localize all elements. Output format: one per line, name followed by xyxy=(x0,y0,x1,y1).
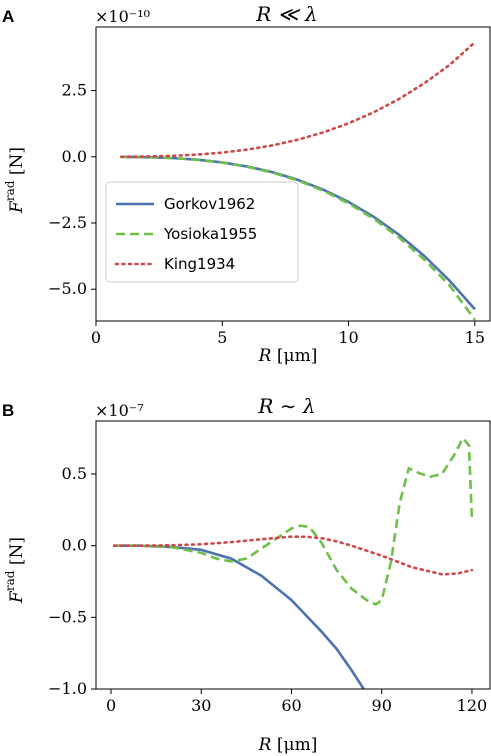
panel-b-label: B xyxy=(2,401,14,420)
panel-b-x-tick-label: 90 xyxy=(372,696,392,715)
panel-a-x-tick-label: 15 xyxy=(465,328,485,347)
panel-b-plot-area: 0 30 60 90 120 −1.0 −0.5 0.0 0.5 xyxy=(48,420,491,715)
panel-a-legend: Gorkov1962 Yosioka1955 King1934 xyxy=(105,181,299,283)
panel-a-label: A xyxy=(2,7,14,26)
panel-b-axes-frame xyxy=(95,420,491,690)
panel-a-y-tick-label: −2.5 xyxy=(48,213,87,232)
panel-b-series-king1934 xyxy=(112,535,474,576)
panel-a: A ×10⁻¹⁰ R ≪ λ R [μm] Frad [N] 0 5 10 15 −5.… xyxy=(2,2,491,366)
panel-a-axes-frame xyxy=(95,26,491,322)
panel-b-y-tick-label: 0.5 xyxy=(62,464,87,483)
legend-label-gorkov1962: Gorkov1962 xyxy=(164,195,255,213)
panel-a-x-tick-label: 10 xyxy=(338,328,358,347)
panel-b-offset-text: ×10⁻⁷ xyxy=(95,401,144,420)
panel-a-x-axis-label: R [μm] xyxy=(258,346,318,366)
panel-b-y-tick-label: −1.0 xyxy=(48,679,87,698)
panel-a-offset-text: ×10⁻¹⁰ xyxy=(95,7,150,26)
panel-b-y-axis-label: Frad [N] xyxy=(3,537,27,604)
panel-b: B ×10⁻⁷ R ∼ λ R [μm] Frad [N] 0 30 60 90 120… xyxy=(2,394,491,755)
panel-b-y-tick-label: −0.5 xyxy=(48,607,87,626)
panel-b-x-tick-label: 60 xyxy=(281,696,301,715)
panel-b-x-tick-label: 120 xyxy=(457,696,488,715)
panel-a-title: R ≪ λ xyxy=(255,2,317,26)
panel-a-y-tick-label: −5.0 xyxy=(48,279,87,298)
panel-a-series-yosioka1955 xyxy=(121,155,476,321)
legend-box xyxy=(105,181,299,283)
panel-a-y-axis-label: Frad [N] xyxy=(3,147,27,214)
panel-b-series-gorkov1962 xyxy=(114,544,365,689)
panel-a-x-tick-label: 0 xyxy=(91,328,101,347)
panel-a-y-tick-label: 0.0 xyxy=(62,147,87,166)
panel-a-x-tick-label: 5 xyxy=(217,328,227,347)
panel-a-plot-area: 0 5 10 15 −5.0 −2.5 0.0 2.5 xyxy=(48,26,491,347)
panel-a-series-king1934 xyxy=(119,41,477,159)
panel-a-y-tick-label: 2.5 xyxy=(62,81,87,100)
panel-b-x-tick-label: 30 xyxy=(191,696,211,715)
panel-b-y-tick-label: 0.0 xyxy=(62,536,87,555)
panel-b-series-yosioka1955 xyxy=(114,436,474,606)
panel-b-x-tick-label: 0 xyxy=(106,696,116,715)
legend-label-yosioka1955: Yosioka1955 xyxy=(163,225,257,243)
legend-label-king1934: King1934 xyxy=(164,255,235,273)
panel-b-title: R ∼ λ xyxy=(257,394,315,418)
panel-b-x-axis-label: R [μm] xyxy=(258,735,318,755)
